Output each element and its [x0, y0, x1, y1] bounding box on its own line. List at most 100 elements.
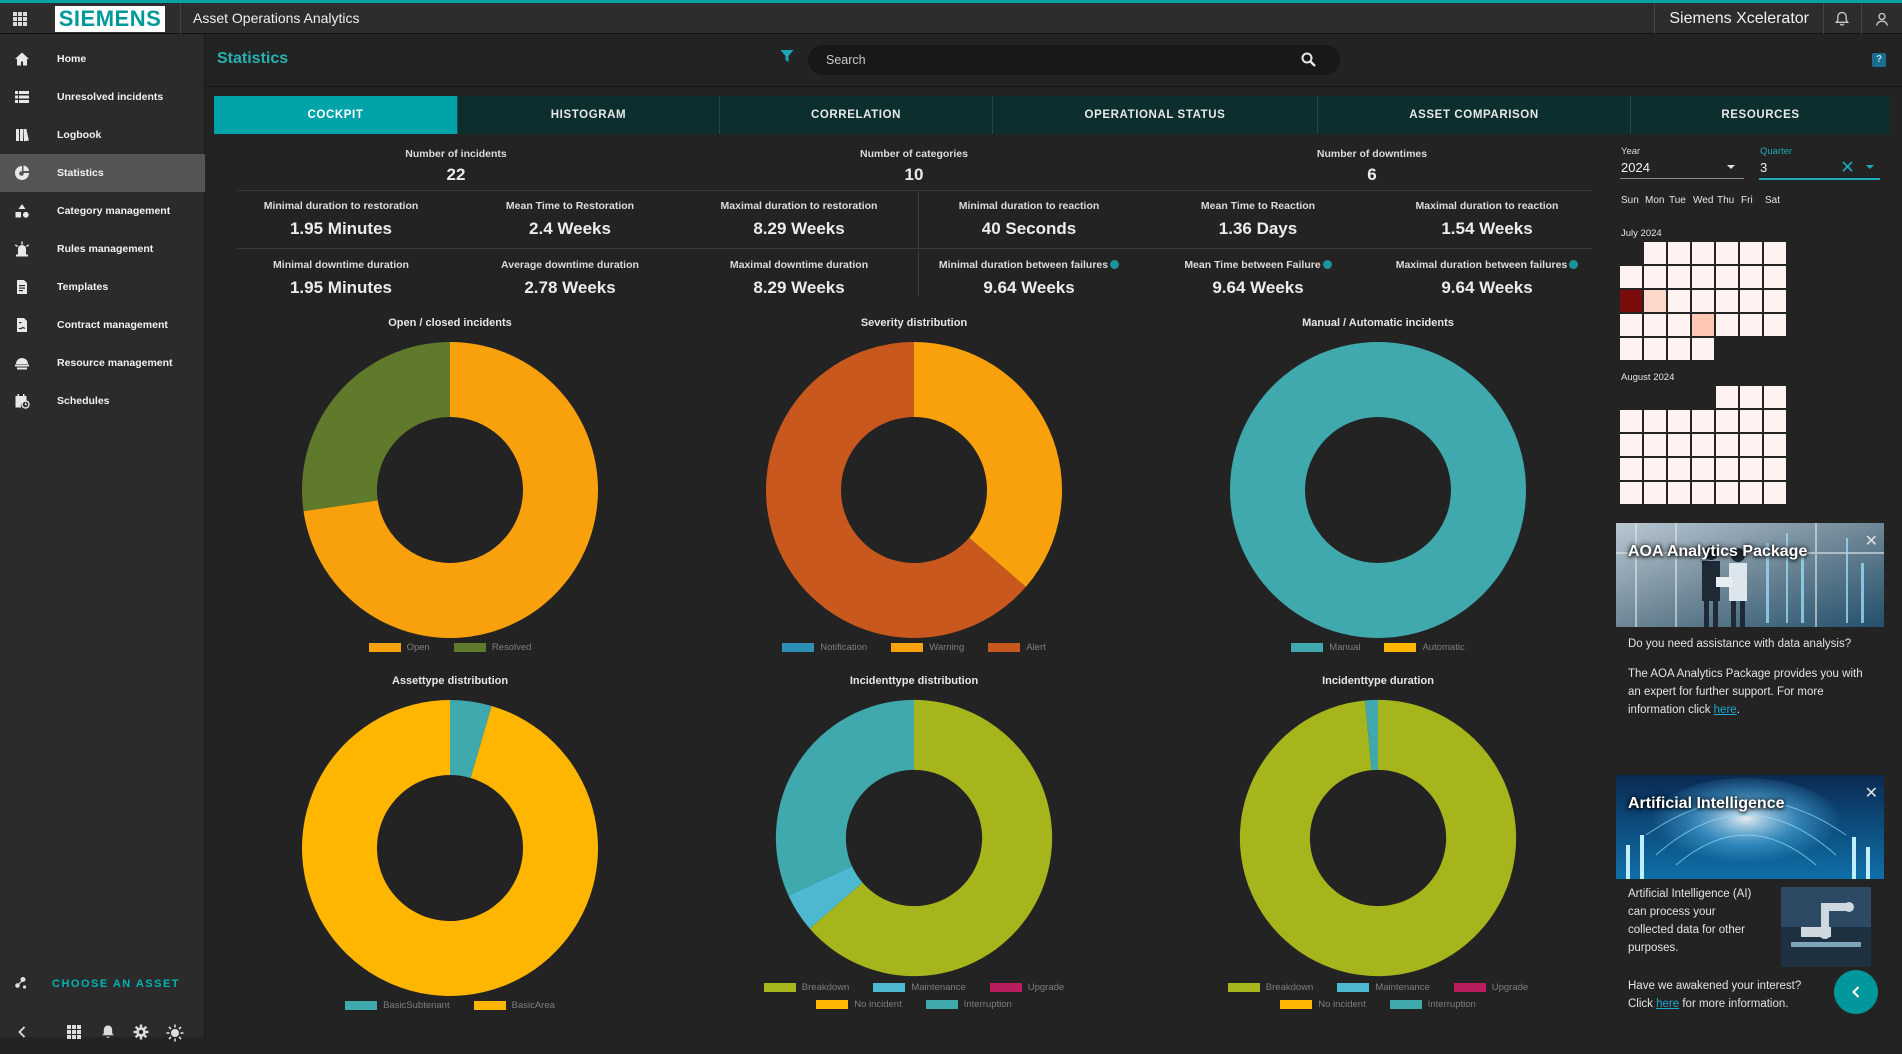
filter-icon[interactable] [780, 49, 794, 66]
close-icon[interactable]: ✕ [1864, 533, 1878, 550]
user-menu-icon[interactable] [1862, 3, 1902, 34]
product-name[interactable]: Siemens Xcelerator [1654, 3, 1824, 34]
calendar-day[interactable] [1740, 242, 1762, 264]
calendar-day[interactable] [1740, 458, 1762, 480]
calendar-day[interactable] [1644, 434, 1666, 456]
donut-slice-basicsubtenant[interactable] [450, 700, 492, 778]
calendar-day[interactable] [1716, 434, 1738, 456]
year-select[interactable]: 2024 [1621, 160, 1650, 175]
sidebar-item-home[interactable]: Home [0, 40, 205, 78]
calendar-day[interactable] [1620, 338, 1642, 360]
calendar-day[interactable] [1692, 482, 1714, 504]
calendar-day[interactable] [1644, 338, 1666, 360]
legend-item-no-incident[interactable]: No incident [1280, 999, 1366, 1010]
calendar-day[interactable] [1692, 266, 1714, 288]
legend-item-notification[interactable]: Notification [782, 642, 867, 653]
calendar-day[interactable] [1716, 410, 1738, 432]
collapse-panel-button[interactable] [1834, 970, 1878, 1014]
bell-icon[interactable] [100, 1024, 116, 1043]
legend-item-interruption[interactable]: Interruption [1389, 999, 1476, 1010]
tab-asset-comparison[interactable]: ASSET COMPARISON [1317, 96, 1630, 134]
legend-item-warning[interactable]: Warning [891, 642, 964, 653]
promo-link[interactable]: here [1656, 998, 1680, 1010]
calendar-day[interactable] [1764, 266, 1786, 288]
calendar-day[interactable] [1740, 266, 1762, 288]
calendar-day[interactable] [1716, 482, 1738, 504]
tab-cockpit[interactable]: COCKPIT [214, 96, 457, 134]
legend-item-automatic[interactable]: Automatic [1384, 642, 1465, 653]
calendar-day[interactable] [1716, 458, 1738, 480]
calendar-day[interactable] [1692, 434, 1714, 456]
notification-bell-icon[interactable] [1823, 3, 1862, 34]
calendar-day[interactable] [1716, 386, 1738, 408]
collapse-chevron-icon[interactable] [16, 1024, 28, 1043]
calendar-day[interactable] [1692, 338, 1714, 360]
calendar-day[interactable] [1764, 242, 1786, 264]
donut-slice-interruption[interactable] [1365, 699, 1378, 771]
sidebar-item-statistics[interactable]: Statistics [0, 154, 205, 192]
legend-item-no-incident[interactable]: No incident [816, 999, 902, 1010]
calendar-day[interactable] [1764, 482, 1786, 504]
donut-slice-basicarea[interactable] [301, 700, 598, 996]
apps-grid-icon[interactable] [66, 1024, 82, 1043]
calendar-day[interactable] [1620, 482, 1642, 504]
calendar-day[interactable] [1620, 314, 1642, 336]
calendar-day[interactable] [1764, 314, 1786, 336]
settings-gear-icon[interactable] [133, 1024, 149, 1043]
legend-item-alert[interactable]: Alert [988, 642, 1046, 653]
calendar-day[interactable] [1692, 242, 1714, 264]
calendar-day[interactable] [1668, 482, 1690, 504]
donut-slice-breakdown[interactable] [809, 699, 1053, 977]
calendar-day[interactable] [1668, 434, 1690, 456]
legend-item-open[interactable]: Open [368, 642, 430, 653]
calendar-day[interactable] [1668, 242, 1690, 264]
calendar-day[interactable] [1740, 482, 1762, 504]
donut-slice-breakdown[interactable] [1239, 699, 1517, 977]
calendar-day[interactable] [1764, 434, 1786, 456]
quarter-select[interactable]: 3 [1760, 160, 1768, 175]
calendar-day[interactable] [1644, 266, 1666, 288]
donut-slice-maintenance[interactable] [788, 866, 863, 929]
calendar-day[interactable] [1668, 458, 1690, 480]
theme-sun-icon[interactable] [166, 1024, 184, 1045]
sidebar-item-schedules[interactable]: Schedules [0, 382, 205, 420]
calendar-day[interactable] [1668, 338, 1690, 360]
sidebar-item-templates[interactable]: Templates [0, 268, 205, 306]
calendar-day[interactable] [1692, 314, 1714, 336]
calendar-day[interactable] [1740, 314, 1762, 336]
calendar-day[interactable] [1692, 290, 1714, 312]
donut-slice-alert[interactable] [766, 342, 1026, 638]
tab-histogram[interactable]: HISTOGRAM [457, 96, 719, 134]
info-icon[interactable] [1569, 260, 1579, 269]
sidebar-item-rules-management[interactable]: Rules management [0, 230, 205, 268]
calendar-day[interactable] [1620, 266, 1642, 288]
sidebar-item-category-management[interactable]: Category management [0, 192, 205, 230]
clear-icon[interactable] [1842, 161, 1853, 172]
calendar-day[interactable] [1740, 386, 1762, 408]
calendar-day[interactable] [1644, 242, 1666, 264]
calendar-day[interactable] [1668, 410, 1690, 432]
legend-item-breakdown[interactable]: Breakdown [763, 982, 849, 993]
legend-item-basicsubtenant[interactable]: BasicSubtenant [345, 1000, 450, 1011]
info-icon[interactable] [1110, 260, 1120, 269]
calendar-day[interactable] [1764, 458, 1786, 480]
calendar-day[interactable] [1620, 410, 1642, 432]
calendar-day[interactable] [1764, 386, 1786, 408]
calendar-day[interactable] [1716, 290, 1738, 312]
calendar-day[interactable] [1668, 290, 1690, 312]
calendar-day[interactable] [1668, 266, 1690, 288]
legend-item-manual[interactable]: Manual [1291, 642, 1360, 653]
calendar-day[interactable] [1764, 290, 1786, 312]
calendar-day[interactable] [1620, 434, 1642, 456]
legend-item-upgrade[interactable]: Upgrade [1453, 982, 1528, 993]
calendar-day[interactable] [1764, 410, 1786, 432]
tab-correlation[interactable]: CORRELATION [719, 96, 992, 134]
sidebar-item-logbook[interactable]: Logbook [0, 116, 205, 154]
calendar-day[interactable] [1716, 242, 1738, 264]
calendar-day[interactable] [1644, 314, 1666, 336]
legend-item-basicarea[interactable]: BasicArea [473, 1000, 555, 1011]
chevron-down-icon[interactable] [1726, 163, 1736, 171]
calendar-day[interactable] [1692, 410, 1714, 432]
donut-slice-interruption[interactable] [775, 699, 914, 896]
sidebar-item-resource-management[interactable]: Resource management [0, 344, 205, 382]
